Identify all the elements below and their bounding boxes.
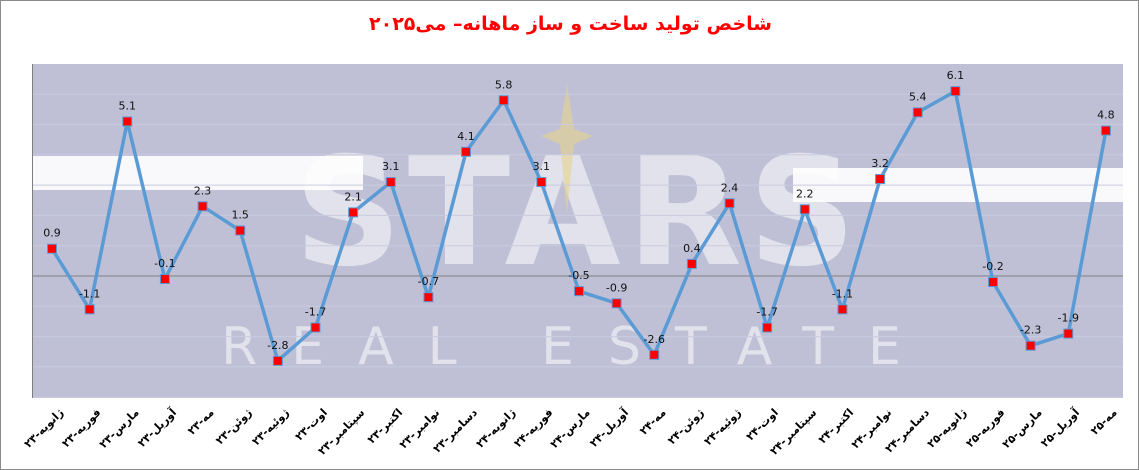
data-label: -1.7 [756,306,777,319]
data-point-marker [536,177,547,188]
data-point-marker [122,116,133,127]
data-point-marker [197,201,208,212]
x-axis-label: ژانویه-۲۳ [21,406,67,451]
data-label: -0.7 [418,275,439,288]
data-labels: 0.9 -1.1 5.1 -0.1 2.3 1.5 -2.8 -1.7 2.1 3.1 -0.7 4.… [43,69,1114,352]
x-axis-label: مارس-۲۴ [548,406,594,451]
gridlines [33,93,1123,398]
data-point-marker [47,243,57,254]
x-axis-label: ژانویه-۲۵ [925,406,970,451]
data-point-marker [837,304,848,315]
data-point-marker [912,107,923,118]
data-point-marker [724,198,735,209]
data-point-marker [762,322,773,333]
data-label: 2.4 [721,181,739,194]
data-label: -0.5 [568,269,589,282]
data-label: -1.9 [1058,312,1079,325]
data-label: 4.1 [457,130,475,143]
x-axis-label: مه-۲۵ [1088,406,1121,438]
data-markers [47,86,1111,366]
data-label: -0.1 [154,257,175,270]
star-icon [541,84,593,214]
data-point-marker [611,298,622,309]
data-label: -0.2 [982,260,1003,273]
x-axis-label: ژوئیه-۲۳ [249,406,293,449]
x-axis-label: آوریل-۲۵ [1038,406,1083,450]
data-label: -2.6 [644,333,665,346]
data-point-marker [649,349,660,360]
data-point-marker [1025,340,1036,351]
data-point-marker [385,177,396,188]
data-point-marker [84,304,95,315]
data-point-marker [348,207,359,218]
x-axis-label: مه-۲۴ [636,406,669,438]
data-point-marker [573,286,584,297]
x-axis-label: اوت-۲۴ [744,406,782,444]
data-label: 0.9 [43,227,61,240]
x-axis-label: ژوئیه-۲۴ [701,406,744,449]
data-label: 3.2 [871,157,889,170]
data-point-marker [1100,125,1111,136]
data-label: 0.4 [683,242,701,255]
data-label: 5.1 [119,99,137,112]
x-axis-label: مارس-۲۵ [999,406,1045,451]
data-label: 6.1 [947,69,965,82]
plot-area: STARS REAL ESTATE 0.9 -1.1 5.1 -0.1 2.3 1.5 -2.… [32,64,1123,398]
x-axis-label: اوت-۲۳ [292,406,330,444]
data-point-marker [461,146,472,157]
data-label: -2.8 [267,339,288,352]
data-point-marker [159,274,170,285]
x-axis-label: فوریه-۲۳ [59,406,104,451]
x-axis-label: ژانویه-۲۴ [473,406,518,451]
data-label: 2.3 [194,184,212,197]
data-label: -1.7 [305,306,326,319]
x-axis-label: آوریل-۲۳ [135,406,180,450]
data-point-marker [272,355,283,366]
data-point-marker [875,174,886,185]
data-point-marker [1063,328,1074,339]
data-point-marker [498,95,509,106]
data-label: 4.8 [1097,109,1115,122]
data-point-marker [799,204,810,215]
x-axis-label: مه-۲۳ [185,406,217,438]
data-point-marker [310,322,321,333]
data-label: 2.1 [344,190,362,203]
data-label: 1.5 [231,209,249,222]
data-label: -2.3 [1020,324,1041,337]
data-point-marker [686,258,697,269]
data-point-marker [950,86,961,97]
data-label: 3.1 [382,160,400,173]
x-axis-label: آوریل-۲۴ [587,406,631,450]
data-point-marker [423,292,434,303]
x-axis-label: ژوئن-۲۴ [664,406,707,448]
data-label: -0.9 [606,281,627,294]
data-label: 3.1 [533,160,551,173]
data-label: -1.1 [79,287,100,300]
data-label: 2.2 [796,187,814,200]
x-axis-label: ژوئن-۲۳ [213,406,255,448]
x-axis-label: مارس-۲۳ [96,406,142,451]
data-label: 5.4 [909,90,927,103]
watermark-tagline: REAL ESTATE [221,317,935,377]
data-point-marker [235,225,246,236]
data-label: 5.8 [495,78,513,91]
chart-title: شاخص تولید ساخت و ساز ماهانه– می۲۰۲۵ [369,13,772,35]
data-label: -1.1 [832,287,853,300]
data-point-marker [988,277,998,288]
